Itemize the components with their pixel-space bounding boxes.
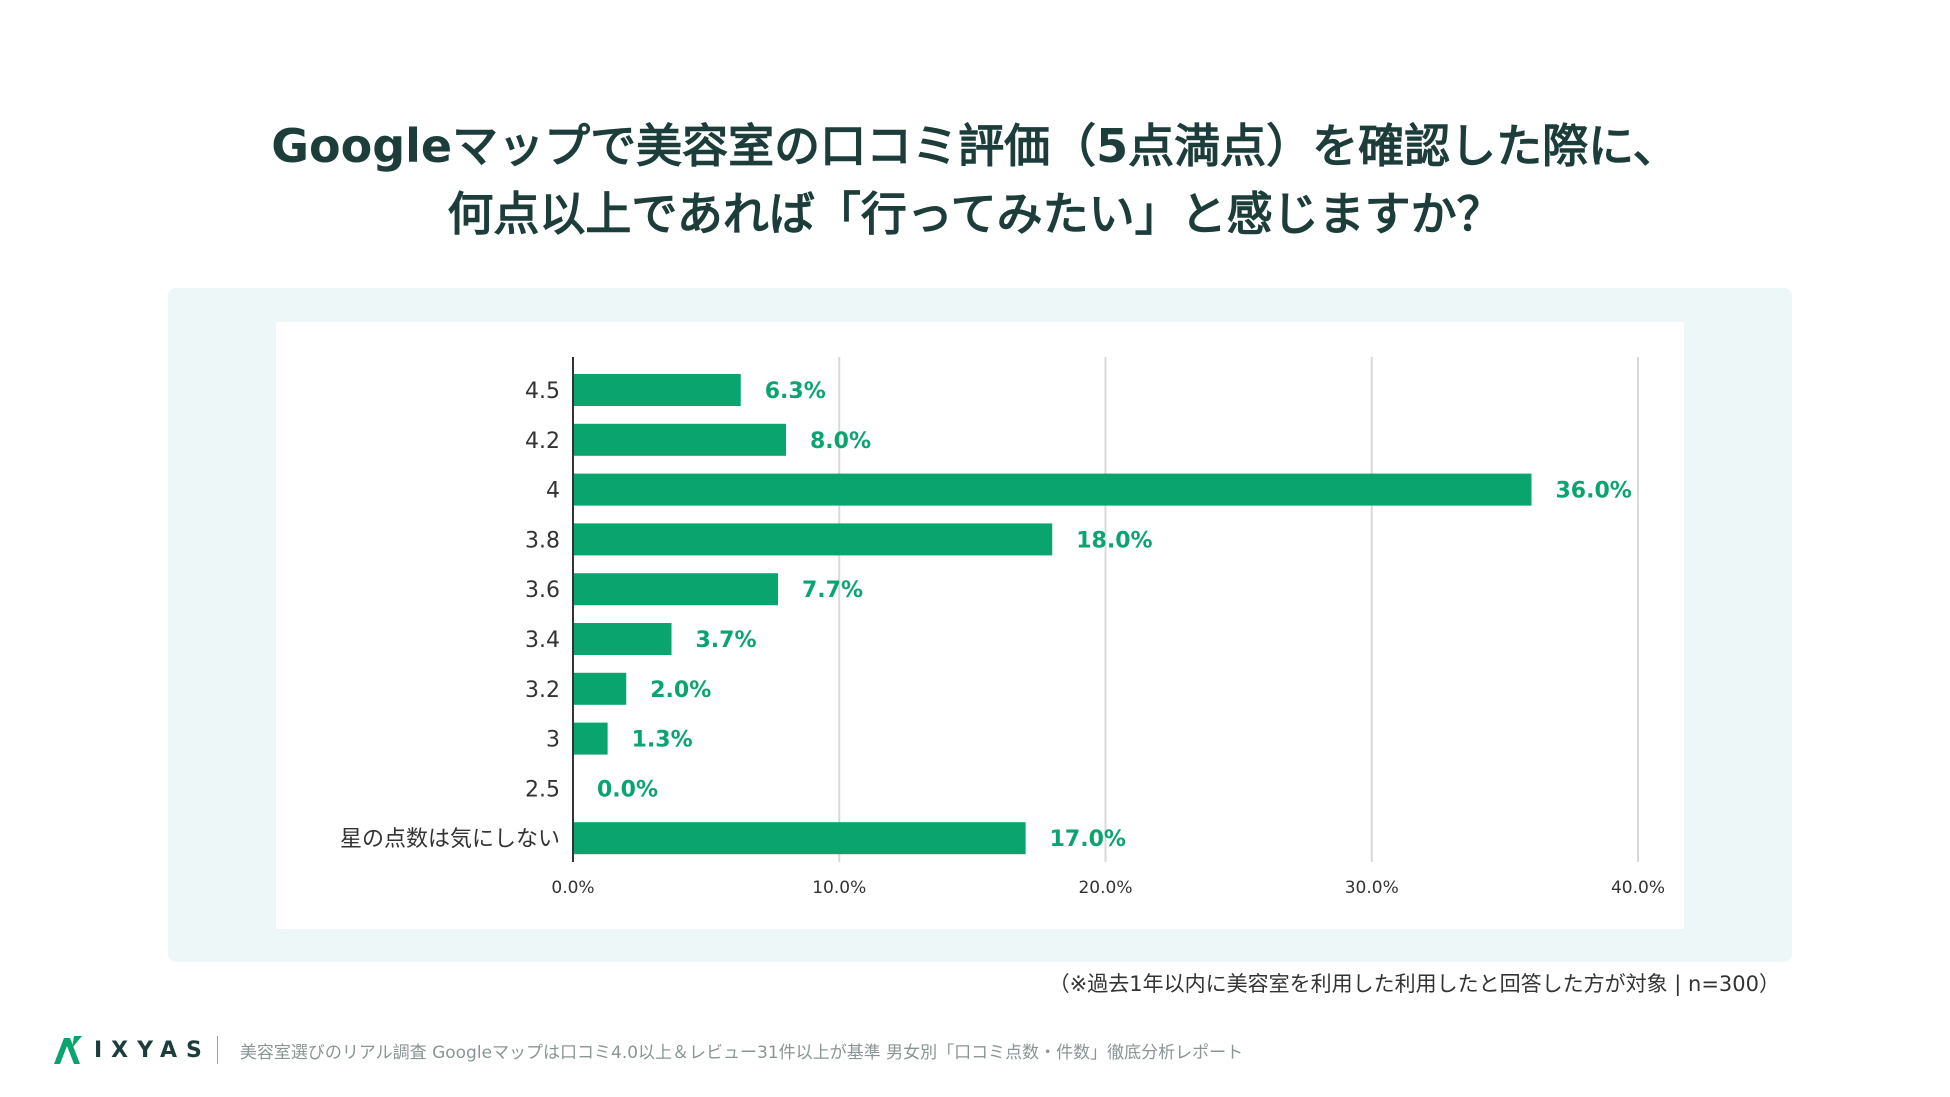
bar	[573, 374, 741, 406]
category-label: 3.2	[525, 678, 560, 703]
category-label: 3.4	[525, 628, 560, 653]
bar	[573, 523, 1053, 556]
value-label: 2.0%	[650, 678, 711, 703]
bar	[573, 672, 627, 705]
category-label: 3	[546, 728, 560, 753]
category-label: 3.6	[525, 578, 560, 603]
ixyas-logo-icon	[54, 1036, 82, 1064]
source-text: 美容室選びのリアル調査 Googleマップは口コミ4.0以上＆レビュー31件以上…	[239, 1042, 1244, 1063]
footer: IXYAS 美容室選びのリアル調査 Googleマップは口コミ4.0以上＆レビュ…	[50, 1030, 1243, 1070]
value-label: 17.0%	[1050, 827, 1126, 852]
x-tick-label: 40.0%	[1611, 878, 1665, 898]
chart-title: Googleマップで美容室の口コミ評価（5点満点）を確認した際に、 何点以上であ…	[0, 112, 1950, 248]
title-line-1: Googleマップで美容室の口コミ評価（5点満点）を確認した際に、	[271, 119, 1679, 173]
title-line-2: 何点以上であれば「行ってみたい」と感じますか？	[447, 187, 1503, 241]
category-label: 4.5	[525, 379, 560, 404]
x-tick-label: 30.0%	[1345, 878, 1399, 898]
value-label: 18.0%	[1076, 528, 1152, 553]
value-label: 1.3%	[632, 728, 693, 753]
value-label: 3.7%	[696, 628, 757, 653]
sample-note: （※過去1年以内に美容室を利用した利用したと回答した方が対象 | n=300）	[1048, 972, 1780, 996]
x-tick-label: 20.0%	[1078, 878, 1132, 898]
footer-divider	[216, 1036, 218, 1064]
bar	[573, 822, 1026, 855]
category-label: 4.2	[525, 429, 560, 454]
logo-text: IXYAS	[94, 1037, 211, 1063]
category-label: 星の点数は気にしない	[340, 827, 560, 852]
x-tick-label: 0.0%	[551, 878, 594, 898]
x-tick-label: 10.0%	[812, 878, 866, 898]
value-label: 36.0%	[1556, 479, 1632, 504]
category-label: 4	[546, 479, 560, 504]
category-label: 2.5	[525, 777, 560, 802]
value-label: 8.0%	[810, 429, 871, 454]
bar	[573, 423, 786, 456]
value-label: 6.3%	[765, 379, 826, 404]
value-label: 0.0%	[597, 777, 658, 802]
bar	[573, 722, 608, 755]
value-label: 7.7%	[802, 578, 863, 603]
bar	[573, 623, 672, 655]
bar	[573, 473, 1532, 506]
bar	[573, 573, 779, 606]
category-label: 3.8	[525, 528, 560, 553]
